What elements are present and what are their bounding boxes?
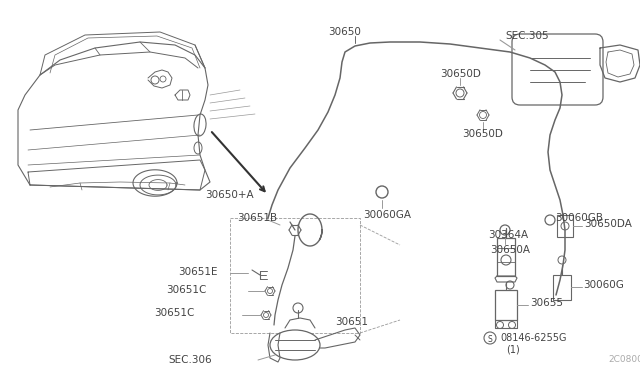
Text: 30060GA: 30060GA (363, 210, 411, 220)
Text: 30650D: 30650D (462, 129, 503, 139)
Text: 30651E: 30651E (178, 267, 218, 277)
Text: 30650D: 30650D (440, 69, 481, 79)
Text: 30364A: 30364A (488, 230, 528, 240)
FancyBboxPatch shape (512, 34, 603, 105)
Text: 30060GB: 30060GB (555, 213, 603, 223)
Ellipse shape (270, 330, 320, 360)
Bar (497, 238, 515, 276)
Bar (553, 275, 571, 300)
Text: SEC.306: SEC.306 (168, 355, 212, 365)
Text: 30651B: 30651B (237, 213, 277, 223)
Bar (230, 218, 360, 333)
Text: 30655: 30655 (530, 298, 563, 308)
Text: 08146-6255G: 08146-6255G (500, 333, 566, 343)
Text: 30650+A: 30650+A (205, 190, 253, 200)
Bar (557, 215, 573, 237)
Text: 30651C: 30651C (154, 308, 195, 318)
Text: SEC.305: SEC.305 (505, 31, 548, 41)
Text: 30651: 30651 (335, 317, 368, 327)
Text: 30651C: 30651C (166, 285, 206, 295)
Text: (1): (1) (506, 345, 520, 355)
Text: 30650: 30650 (328, 27, 361, 37)
Text: 30650DA: 30650DA (584, 219, 632, 229)
Bar (495, 290, 517, 320)
Text: 2C080006: 2C080006 (608, 356, 640, 365)
Text: 30650A: 30650A (490, 245, 530, 255)
Text: 30060G: 30060G (583, 280, 624, 290)
Text: S: S (488, 334, 492, 343)
